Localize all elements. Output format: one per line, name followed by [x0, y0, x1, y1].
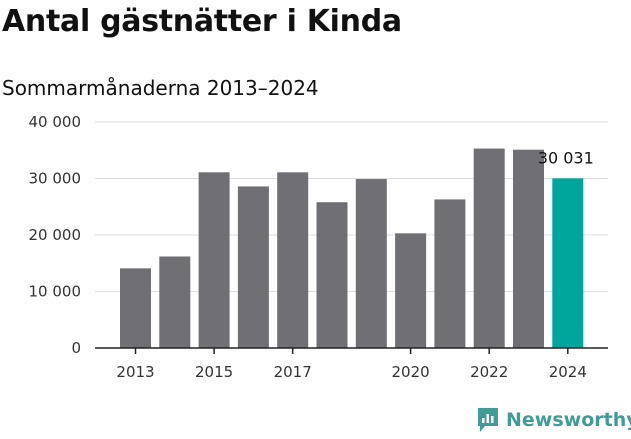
bar-2019	[355, 179, 387, 348]
x-tick-label: 2022	[470, 363, 508, 381]
x-tick-label: 2024	[549, 363, 587, 381]
brand-logo: Newsworthy	[476, 406, 631, 434]
brand-name: Newsworthy	[506, 409, 631, 431]
bar-2021	[434, 199, 466, 348]
bar-2016	[237, 186, 269, 348]
y-tick-label: 20 000	[29, 226, 82, 244]
x-tick-label: 2015	[195, 363, 233, 381]
y-tick-label: 0	[71, 339, 81, 357]
bar-2024	[552, 178, 584, 348]
bar-2023	[513, 149, 544, 348]
y-tick-label: 10 000	[29, 283, 82, 301]
y-tick-label: 30 000	[29, 170, 82, 188]
x-tick-label: 2017	[274, 363, 312, 381]
bar-2020	[395, 233, 427, 348]
chart-subtitle: Sommarmånaderna 2013–2024	[2, 76, 319, 100]
bar-2022	[473, 148, 505, 348]
bar-2014	[159, 256, 191, 348]
y-tick-label: 40 000	[29, 113, 82, 131]
newsworthy-logo-icon	[478, 408, 498, 432]
bar-2017	[277, 172, 309, 348]
data-label: 30 031	[538, 148, 594, 167]
bar-2013	[120, 268, 151, 348]
bar-2018	[316, 202, 348, 348]
bar-2015	[198, 172, 230, 348]
chart-title: Antal gästnätter i Kinda	[2, 4, 402, 39]
x-tick-label: 2020	[392, 363, 430, 381]
x-tick-label: 2013	[116, 363, 154, 381]
